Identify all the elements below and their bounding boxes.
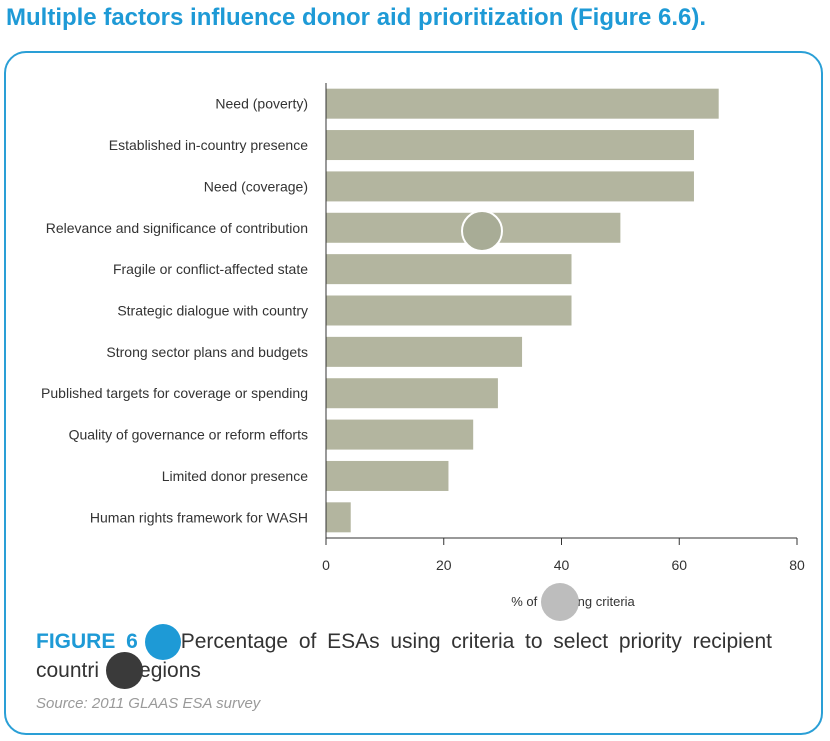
bar-5 [326, 295, 572, 326]
bar-9 [326, 460, 449, 491]
marker-dot-grey[interactable] [541, 583, 579, 621]
bar-1 [326, 130, 694, 161]
x-tick-label-4: 80 [789, 557, 805, 573]
figure-panel [4, 51, 823, 735]
category-label-5: Strategic dialogue with country [117, 303, 308, 319]
bar-8 [326, 419, 474, 450]
category-label-1: Established in-country presence [109, 137, 308, 153]
figure-caption-line1: FIGURE 6 Percentage of ESAs using criter… [36, 627, 772, 656]
marker-dot-blue[interactable] [145, 624, 181, 660]
x-tick-label-0: 0 [322, 557, 330, 573]
x-tick-label-2: 40 [554, 557, 570, 573]
bar-6 [326, 336, 523, 367]
category-labels-group: Need (poverty) Established in-country pre… [41, 96, 308, 526]
category-label-6: Strong sector plans and budgets [106, 344, 308, 360]
bar-7 [326, 378, 498, 409]
category-label-9: Limited donor presence [162, 468, 309, 484]
category-label-8: Quality of governance or reform efforts [69, 427, 308, 443]
bars-group [326, 88, 719, 533]
category-label-3: Relevance and significance of contributi… [46, 220, 308, 236]
category-label-7: Published targets for coverage or spendi… [41, 385, 308, 401]
category-label-4: Fragile or conflict-affected state [113, 261, 308, 277]
category-label-2: Need (coverage) [204, 178, 308, 194]
bar-0 [326, 88, 719, 119]
marker-dot-dark[interactable] [106, 652, 143, 689]
x-tick-label-1: 20 [436, 557, 452, 573]
x-ticks-group: 0 20 40 60 80 [322, 538, 805, 573]
bar-2 [326, 171, 694, 202]
category-label-10: Human rights framework for WASH [90, 509, 308, 525]
bar-10 [326, 502, 351, 533]
caption-text-start: countri [36, 659, 100, 682]
headline: Multiple factors influence donor aid pri… [6, 4, 707, 31]
caption-text: Percentage of ESAs using criteria to sel… [180, 630, 772, 653]
figure-label: FIGURE 6 [36, 630, 138, 653]
bar-4 [326, 254, 572, 285]
category-label-0: Need (poverty) [215, 96, 308, 112]
source-note: Source: 2011 GLAAS ESA survey [36, 695, 261, 712]
marker-dot-light[interactable] [461, 210, 503, 252]
bar-chart: Need (poverty) Established in-country pre… [41, 83, 805, 609]
x-tick-label-3: 60 [671, 557, 687, 573]
caption-text-end: egions [139, 659, 201, 682]
figure-caption-line2: countri egions [36, 656, 201, 685]
